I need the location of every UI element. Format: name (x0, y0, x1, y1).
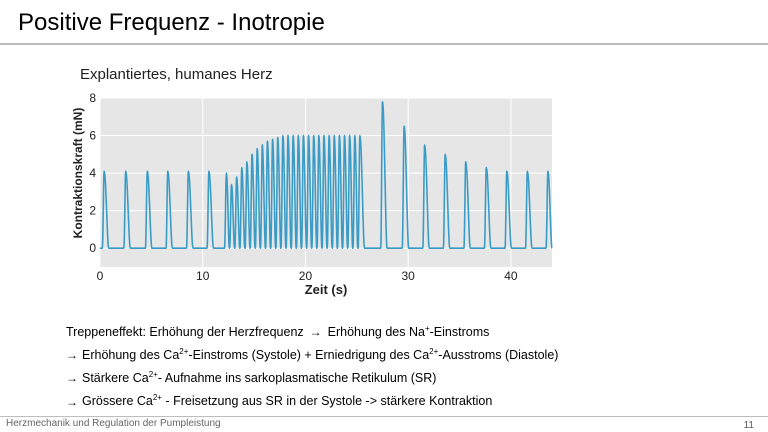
page-number: 11 (743, 420, 754, 431)
bullet-text: - Freisetzung aus SR in der Systole -> s… (161, 394, 493, 409)
superscript: 2+ (179, 347, 189, 357)
bullet-text: -Einstroms (Systole) + Erniedrigung des … (188, 348, 430, 363)
y-tick-label: 4 (89, 166, 96, 180)
slide-title: Positive Frequenz - Inotropie (18, 9, 325, 36)
bullet-sr-release: → Grössere Ca2+ - Freisetzung aus SR in d… (66, 388, 558, 411)
title-divider (0, 43, 768, 45)
y-tick-label: 6 (89, 129, 96, 143)
arrow-icon: → (66, 348, 78, 363)
arrow-icon: → (309, 325, 322, 340)
superscript: 2+ (152, 393, 162, 403)
bullet-treppeneffekt: Treppeneffekt: Erhöhung der Herzfrequenz… (66, 319, 558, 342)
bullet-ca-influx: → Erhöhung des Ca2+-Einstroms (Systole) +… (66, 342, 558, 365)
bullet-text: Stärkere Ca (82, 371, 149, 386)
y-tick-label: 2 (89, 204, 96, 218)
x-tick-label: 40 (504, 269, 518, 283)
bullet-text: Erhöhung des Na (327, 325, 425, 340)
bullet-text: Grössere Ca (82, 394, 153, 409)
bullet-text: - Aufnahme ins sarkoplasmatische Retikul… (157, 371, 437, 386)
superscript: 2+ (429, 347, 439, 357)
y-tick-label: 8 (89, 91, 96, 105)
x-tick-label: 10 (196, 269, 210, 283)
bullet-text: Treppeneffekt: Erhöhung der Herzfrequenz (66, 325, 304, 340)
x-tick-label: 0 (97, 269, 104, 283)
footer-text: Herzmechanik und Regulation der Pumpleis… (6, 418, 221, 429)
y-tick-label: 0 (89, 241, 96, 255)
bullet-text: Erhöhung des Ca (82, 348, 180, 363)
superscript: 2+ (148, 370, 158, 380)
y-axis-label: Kontraktionskraft (mN) (71, 108, 85, 239)
bullet-text: -Einstroms (429, 325, 490, 340)
contraction-force-trace (100, 100, 553, 249)
superscript: + (424, 324, 430, 333)
footer-divider (0, 416, 768, 417)
bullet-text: -Ausstroms (Diastole) (438, 348, 559, 363)
bullet-sr-uptake: → Stärkere Ca2+- Aufnahme ins sarkoplasma… (66, 365, 558, 388)
axis-ticks: 0 10 20 30 40 0 2 4 6 8 (89, 91, 518, 283)
x-tick-label: 30 (402, 269, 416, 283)
x-axis-label: Zeit (s) (305, 282, 348, 297)
figure-caption: Explantiertes, humanes Herz (80, 66, 273, 83)
bullet-list: Treppeneffekt: Erhöhung der Herzfrequenz… (66, 319, 558, 412)
x-tick-label: 20 (299, 269, 313, 283)
arrow-icon: → (66, 394, 78, 409)
arrow-icon: → (66, 371, 78, 386)
